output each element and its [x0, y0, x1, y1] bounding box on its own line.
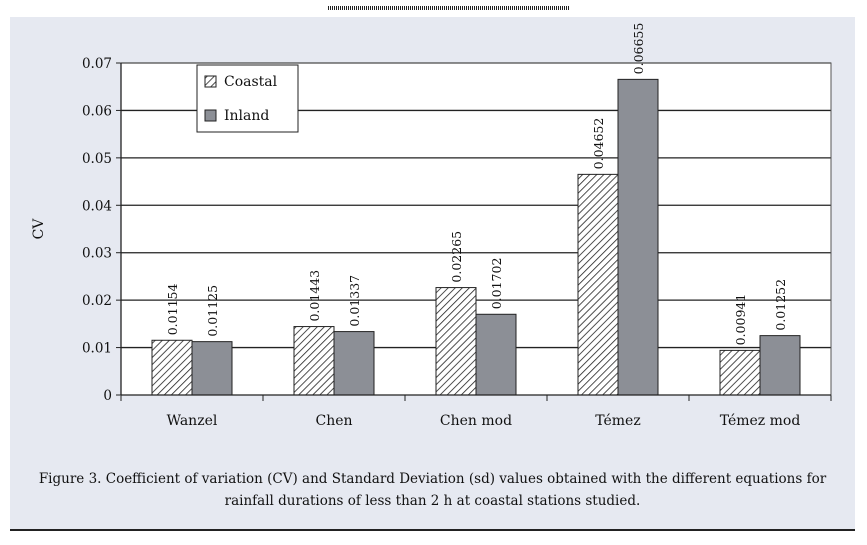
data-label: 0.01252 [773, 279, 788, 331]
data-label: 0.01443 [307, 270, 322, 322]
x-tick-label: Témez [595, 413, 640, 429]
bar-coastal-2 [435, 287, 477, 396]
y-tick-label: 0.05 [82, 151, 112, 167]
legend-swatch-inland [204, 109, 217, 122]
data-label: 0.01337 [347, 275, 362, 327]
x-tick-label: Wanzel [167, 413, 218, 429]
x-tick-label: Chen mod [440, 413, 512, 429]
y-tick-label: 0.01 [82, 341, 112, 357]
x-tick-label: Témez mod [720, 413, 801, 429]
legend: Coastal Inland [196, 64, 299, 133]
y-tick-label: 0.02 [82, 293, 112, 309]
bar-coastal-4 [719, 349, 761, 396]
bar-coastal-0 [151, 339, 193, 396]
y-axis-label: CV [31, 218, 47, 240]
x-tick-label: Chen [315, 413, 352, 429]
y-tick-label: 0.03 [82, 246, 112, 262]
legend-label-inland: Inland [224, 108, 269, 124]
data-label: 0.01154 [165, 284, 180, 336]
bar-inland-4 [759, 335, 801, 396]
y-tick-label: 0.07 [82, 56, 112, 72]
data-label: 0.02265 [449, 231, 464, 283]
bottom-rule [10, 529, 855, 531]
bar-coastal-3 [577, 173, 619, 396]
bar-inland-3 [617, 78, 659, 396]
bar-inland-0 [191, 341, 233, 396]
y-tick-label: 0 [103, 388, 112, 404]
legend-label-coastal: Coastal [224, 74, 278, 90]
bar-coastal-1 [293, 326, 335, 396]
data-label: 0.01125 [205, 285, 220, 337]
y-tick-label: 0.06 [82, 103, 112, 119]
data-label: 0.01702 [489, 258, 504, 310]
data-label: 0.06655 [631, 23, 646, 75]
top-rule [328, 6, 570, 10]
data-label: 0.04652 [591, 118, 606, 170]
bar-inland-1 [333, 331, 375, 396]
bar-inland-2 [475, 313, 517, 396]
y-tick-label: 0.04 [82, 198, 112, 214]
legend-swatch-coastal [204, 75, 217, 88]
data-label: 0.00941 [733, 294, 748, 346]
figure-caption: Figure 3. Coefficient of variation (CV) … [38, 471, 827, 509]
